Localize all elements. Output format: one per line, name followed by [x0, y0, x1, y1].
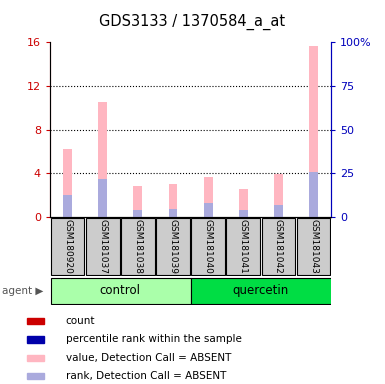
Bar	[239, 210, 248, 217]
Text: GSM181039: GSM181039	[169, 219, 177, 274]
Text: rank, Detection Call = ABSENT: rank, Detection Call = ABSENT	[65, 371, 226, 381]
Bar	[169, 184, 177, 217]
Bar	[204, 177, 213, 217]
Bar	[27, 373, 44, 379]
Bar	[134, 186, 142, 217]
FancyBboxPatch shape	[226, 218, 260, 275]
Bar	[274, 174, 283, 217]
Bar	[309, 172, 318, 217]
Bar	[27, 336, 44, 343]
FancyBboxPatch shape	[261, 218, 295, 275]
Bar	[98, 102, 107, 217]
Text: GSM181042: GSM181042	[274, 219, 283, 274]
Bar	[98, 179, 107, 217]
FancyBboxPatch shape	[191, 218, 225, 275]
FancyBboxPatch shape	[191, 278, 332, 304]
Text: GSM181043: GSM181043	[309, 219, 318, 274]
Bar	[27, 318, 44, 324]
Text: GDS3133 / 1370584_a_at: GDS3133 / 1370584_a_at	[99, 13, 286, 30]
Bar	[274, 205, 283, 217]
FancyBboxPatch shape	[156, 218, 190, 275]
Text: GSM181038: GSM181038	[133, 219, 142, 274]
Text: quercetin: quercetin	[233, 285, 289, 297]
Bar	[204, 203, 213, 217]
FancyBboxPatch shape	[86, 218, 120, 275]
FancyBboxPatch shape	[51, 218, 84, 275]
Bar	[27, 355, 44, 361]
FancyBboxPatch shape	[51, 278, 191, 304]
Text: GSM181040: GSM181040	[204, 219, 213, 274]
Bar	[63, 149, 72, 217]
Bar	[63, 195, 72, 217]
Text: percentile rank within the sample: percentile rank within the sample	[65, 334, 241, 344]
Text: GSM180920: GSM180920	[63, 219, 72, 274]
Text: GSM181037: GSM181037	[98, 219, 107, 274]
Text: value, Detection Call = ABSENT: value, Detection Call = ABSENT	[65, 353, 231, 363]
Text: count: count	[65, 316, 95, 326]
Text: control: control	[100, 285, 141, 297]
Bar	[309, 46, 318, 217]
Bar	[239, 189, 248, 217]
Bar	[169, 209, 177, 217]
FancyBboxPatch shape	[121, 218, 155, 275]
FancyBboxPatch shape	[297, 218, 330, 275]
Text: agent ▶: agent ▶	[2, 286, 43, 296]
Bar	[134, 210, 142, 217]
Text: GSM181041: GSM181041	[239, 219, 248, 274]
